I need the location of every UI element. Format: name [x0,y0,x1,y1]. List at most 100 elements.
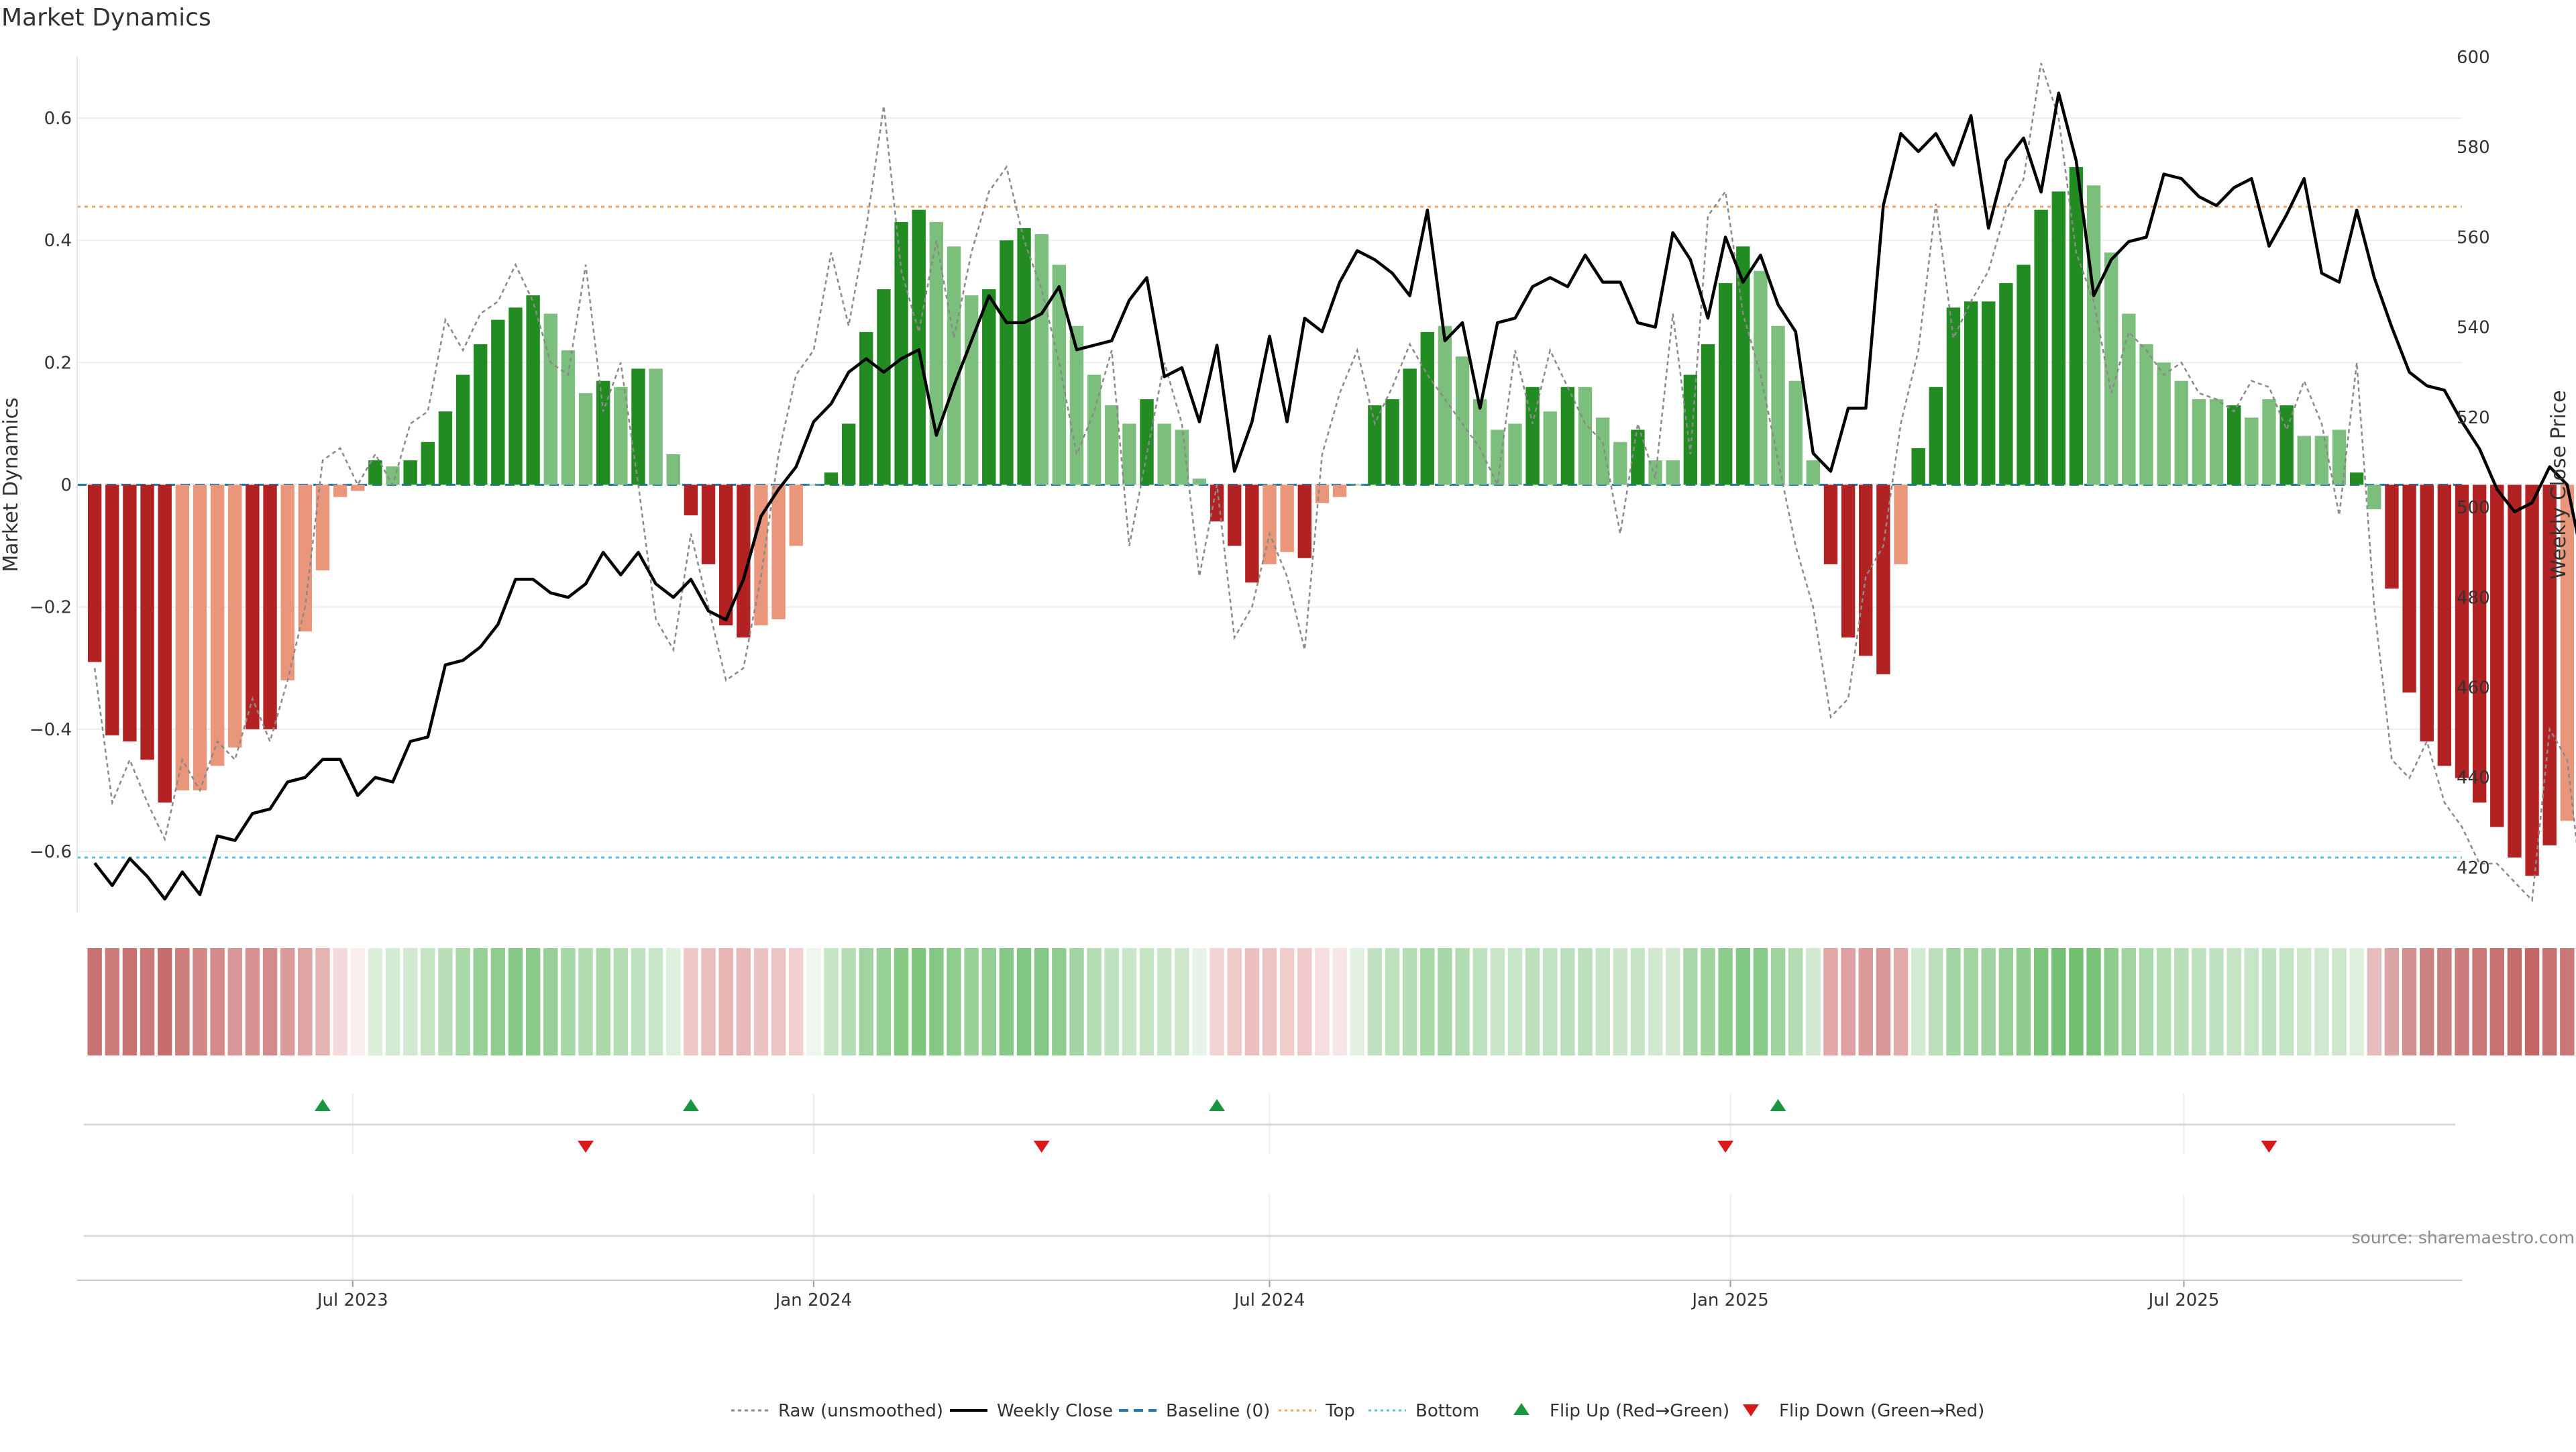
dynamics-bar [2051,191,2065,485]
dynamics-bar [421,442,435,485]
legend-label: Baseline (0) [1166,1401,1270,1421]
strip-cell [1069,948,1084,1055]
strip-cell [999,948,1014,1055]
dynamics-bar [578,393,593,485]
strip-cell [1630,948,1646,1055]
y-tick-label: 0 [60,476,72,496]
strip-cell [1876,948,1891,1055]
strip-cell [490,948,506,1055]
dynamics-bar [1806,460,1821,485]
strip-cell [1893,948,1909,1055]
raw-line [93,62,2576,902]
dynamics-bar [1911,448,1925,485]
y2-axis-label: Weekly Close Price [2547,390,2571,579]
strip-cell [157,948,172,1055]
strip-cell [1157,948,1172,1055]
strip-cell [1998,948,2014,1055]
strip-cell [631,948,646,1055]
strip-cell [841,948,856,1055]
dynamics-bar [246,484,260,729]
dynamics-bar [982,289,996,485]
strip-cell [2086,948,2101,1055]
legend-label: Flip Up (Red→Green) [1550,1401,1729,1421]
dynamics-bar [912,209,926,485]
strip-cell [2244,948,2259,1055]
dynamics-bar [1841,484,1856,638]
strip-cell [210,948,225,1055]
strip-cell [596,948,610,1055]
dynamics-bar [123,484,137,741]
strip-cell [753,948,769,1055]
legend: Raw (unsmoothed) Weekly Close Baseline (0)… [731,1401,1984,1421]
dynamics-bar [1455,356,1470,485]
weekly-close-line [93,91,2576,901]
strip-cell [455,948,470,1055]
dynamics-bar [614,386,628,485]
strip-cell [1210,948,1224,1055]
dynamics-bar [2174,380,2188,485]
dynamics-bar [455,374,470,485]
strip-cell [2489,948,2504,1055]
strip-cell [2016,948,2031,1055]
strip-cell [2192,948,2206,1055]
dynamics-bar [2192,399,2206,485]
dynamics-bar [666,454,680,485]
dynamics-bar [543,313,557,485]
dynamics-bar [2139,344,2153,485]
dynamics-bar [315,484,330,570]
strip-cell [1279,948,1295,1055]
y2-tick-label: 440 [2457,768,2490,788]
strip-cell [2261,948,2277,1055]
y2-tick-label: 500 [2457,498,2490,518]
dynamics-bar [2069,166,2084,485]
strip-cell [1490,948,1505,1055]
strip-cell [876,948,892,1055]
strip-cell [1507,948,1523,1055]
dynamics-bar [1543,411,1557,485]
dynamics-bar [1175,429,1189,485]
dynamics-bar [508,307,523,485]
dynamics-bar [1069,325,1084,485]
dynamics-bar [1385,399,1399,485]
strip-cell [140,948,155,1055]
dynamics-bar [1595,417,1610,485]
dynamics-bar [631,368,645,485]
dynamics-bar [474,344,488,485]
strip-cell [1578,948,1593,1055]
strip-cell [1946,948,1961,1055]
dynamics-bar [158,484,172,803]
dynamics-bar [298,484,313,632]
strip-cell [1788,948,1803,1055]
dynamics-bar [1999,282,2013,485]
strip-cell [648,948,663,1055]
dynamics-bar [2157,362,2171,485]
strip-cell [2367,948,2382,1055]
strip-cell [175,948,190,1055]
dynamics-bar [1245,484,1259,583]
y2-tick-label: 600 [2457,48,2490,68]
dynamics-bar [1157,423,1171,485]
strip-cell [2420,948,2434,1055]
strip-cell [1595,948,1610,1055]
strip-cell [1735,948,1750,1055]
dynamics-bar [1894,484,1908,564]
strip-cell [2524,948,2540,1055]
y2-tick-label: 580 [2457,138,2490,158]
strip-cell [2139,948,2154,1055]
dynamics-bar [105,484,119,735]
dynamics-bar [1122,423,1136,485]
dynamics-bar [1000,240,1014,485]
strip-cell [1438,948,1452,1055]
y-tick-label: 0.4 [44,231,72,251]
dynamics-bar [2542,484,2557,845]
strip-cell [402,948,418,1055]
heat-strip [87,948,2575,1055]
dynamics-bar [1859,484,1873,656]
x-axis: Jul 2023 Jan 2024 Jul 2024 Jan 2025 Jul 2025 [77,1280,2462,1310]
strip-cell [1964,948,1978,1055]
dynamics-bar [175,484,190,790]
strip-cell [350,948,365,1055]
dynamics-bar [2455,484,2469,778]
dynamics-bar [1438,325,1452,485]
